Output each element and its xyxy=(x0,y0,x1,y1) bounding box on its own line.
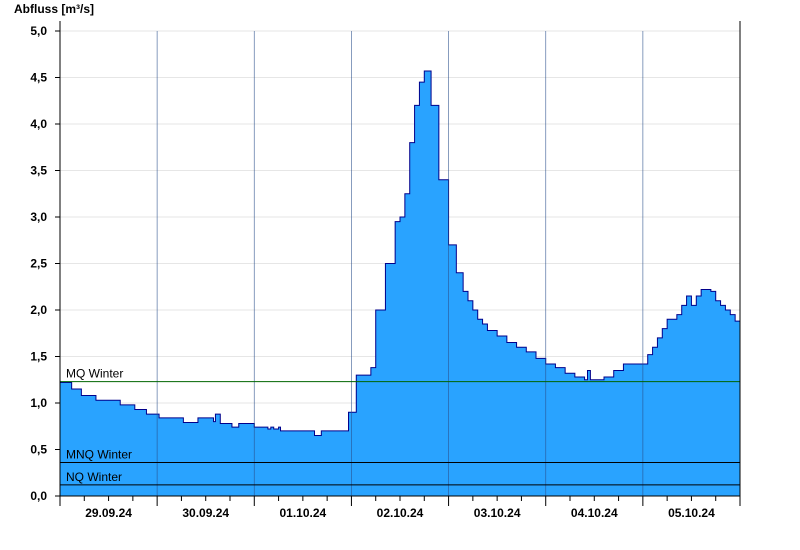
y-axis-label: Abfluss [m³/s] xyxy=(14,2,94,16)
y-tick-label: 4,5 xyxy=(30,71,47,85)
y-tick-label: 2,0 xyxy=(30,303,47,317)
y-tick-label: 1,0 xyxy=(30,396,47,410)
day-separator-layer xyxy=(156,31,644,496)
x-tick-label: 01.10.24 xyxy=(279,506,326,520)
y-tick-label: 0,0 xyxy=(30,489,47,503)
discharge-area xyxy=(60,70,740,497)
y-tick-label: 0,5 xyxy=(30,443,47,457)
reference-line-label: NQ Winter xyxy=(66,470,122,484)
y-tick-label: 3,0 xyxy=(30,210,47,224)
reference-lines-layer: MQ Winter MNQ Winter NQ Winter xyxy=(60,367,740,486)
y-tick-label: 1,5 xyxy=(30,350,47,364)
x-tick-label: 05.10.24 xyxy=(668,506,715,520)
reference-line-label: MQ Winter xyxy=(66,367,123,381)
x-tick-label: 30.09.24 xyxy=(182,506,229,520)
x-tick-label: 04.10.24 xyxy=(571,506,618,520)
axes: 0,0 0,5 1,0 1,5 2,0 2,5 3,0 3,5 4,0 4,5 5,0 29.09.2… xyxy=(30,21,741,520)
y-tick-label: 2,5 xyxy=(30,257,47,271)
x-tick-label: 02.10.24 xyxy=(377,506,424,520)
discharge-area-layer xyxy=(60,70,741,497)
reference-line-label: MNQ Winter xyxy=(66,448,132,462)
discharge-line xyxy=(60,70,741,437)
y-tick-label: 5,0 xyxy=(30,24,47,38)
y-tick-label: 4,0 xyxy=(30,117,47,131)
x-tick-label: 29.09.24 xyxy=(85,506,132,520)
y-tick-label: 3,5 xyxy=(30,164,47,178)
x-tick-label: 03.10.24 xyxy=(474,506,521,520)
